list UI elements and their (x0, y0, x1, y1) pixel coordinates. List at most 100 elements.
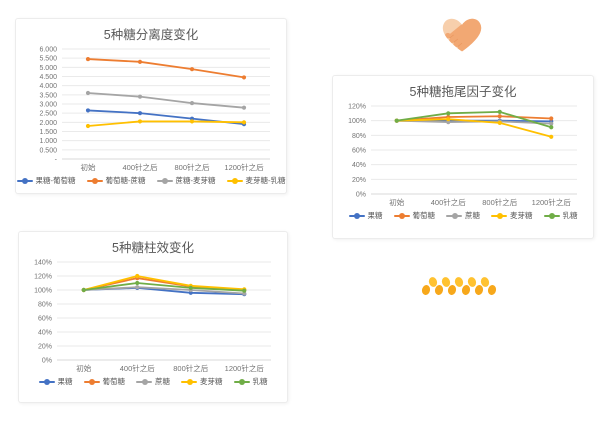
data-point-marker (497, 109, 502, 114)
legend-item: 蔗糖 (136, 376, 170, 387)
y-axis-tick-label: 140% (34, 260, 52, 267)
data-point-marker (135, 280, 140, 286)
data-point-marker (135, 273, 140, 279)
data-point-marker (85, 123, 91, 129)
legend-marker (136, 378, 152, 385)
chart-legend: 果糖 葡萄糖 蔗糖 麦芽糖 乳糖 (339, 209, 587, 222)
legend-label: 乳糖 (252, 377, 268, 386)
y-axis-tick-label: 5.500 (39, 56, 57, 63)
heart-hands-icon (436, 14, 488, 54)
chart-title: 5种糖拖尾因子变化 (409, 85, 517, 99)
data-point-marker (446, 117, 451, 122)
data-point-marker (137, 111, 143, 116)
legend-marker (491, 212, 507, 219)
honey-dot (420, 284, 432, 296)
chart-legend: 果糖-葡萄糖 葡萄糖-蔗糖 蔗糖-麦芽糖 麦芽糖-乳糖 (16, 174, 286, 187)
legend-item: 蔗糖-麦芽糖 (156, 175, 216, 186)
y-axis-tick-label: 2.000 (39, 120, 57, 127)
legend-label: 麦芽糖 (200, 377, 223, 386)
legend-marker (233, 378, 250, 385)
data-point-marker (242, 288, 247, 293)
legend-item: 葡萄糖 (83, 376, 126, 387)
y-axis-tick-label: - (55, 157, 58, 164)
honeycomb-dots-icon (420, 276, 500, 300)
y-axis-tick-label: 20% (352, 177, 366, 184)
x-axis-category-label: 1200针之后 (225, 363, 265, 373)
y-axis-tick-label: 20% (38, 344, 52, 351)
data-point-marker (85, 108, 91, 113)
series-line (87, 120, 245, 127)
legend-marker (181, 378, 197, 385)
data-point-marker (189, 119, 195, 124)
y-axis-tick-label: 2.500 (39, 111, 57, 118)
data-point-marker (549, 121, 554, 126)
chart-legend: 果糖 葡萄糖 蔗糖 麦芽糖 乳糖 (25, 375, 281, 388)
data-point-marker (81, 287, 86, 293)
series-line (82, 282, 246, 292)
legend-label: 果糖-葡萄糖 (35, 176, 76, 185)
y-axis-tick-label: 60% (38, 316, 52, 323)
legend-item: 麦芽糖-乳糖 (226, 175, 286, 186)
x-axis-category-label: 800针之后 (174, 162, 210, 172)
series-line (395, 115, 553, 122)
legend-marker (226, 177, 243, 184)
finger-lines (449, 34, 463, 47)
line-chart-separation: 6.000 5.500 5.000 4.500 4.000 3.500 3.000 2.500… (39, 47, 270, 172)
honey-dot (486, 284, 498, 296)
series-line (395, 110, 553, 129)
data-point-marker (137, 59, 143, 64)
data-point-marker (188, 285, 193, 290)
y-axis-tick-label: 1.000 (39, 138, 57, 145)
series-line (87, 92, 245, 109)
chart-card-tailing-factor: 5种糖拖尾因子变化 120% 100% 80% 60% 40% 20% 0% 初始 400针之后… (332, 75, 594, 239)
y-axis-tick-label: 1.500 (39, 129, 57, 136)
data-point-marker (137, 94, 143, 99)
legend-marker (83, 378, 100, 385)
legend-label: 蔗糖 (465, 211, 480, 220)
data-point-marker (549, 125, 554, 130)
y-axis-tick-label: 0% (42, 358, 52, 365)
y-axis-tick-label: 80% (38, 302, 52, 309)
data-point-marker (446, 120, 451, 125)
legend-item: 乳糖 (543, 210, 578, 221)
series-line (82, 275, 246, 291)
data-point-marker (189, 67, 195, 72)
x-axis-category-label: 初始 (76, 363, 91, 373)
y-axis-tick-label: 80% (352, 133, 366, 140)
legend-item: 葡萄糖 (393, 210, 436, 221)
y-axis-tick-label: 120% (348, 104, 366, 111)
y-axis-tick-label: 100% (348, 118, 366, 125)
legend-item: 果糖 (348, 210, 383, 221)
legend-label: 果糖 (367, 211, 383, 220)
legend-label: 乳糖 (562, 211, 578, 220)
line-chart-column-efficiency: 140% 120% 100% 80% 60% 40% 20% 0% 初始 400针之后 800针之后… (34, 260, 271, 373)
y-axis-tick-label: 100% (34, 288, 52, 295)
legend-label: 麦芽糖-乳糖 (245, 176, 286, 185)
legend-marker (156, 177, 173, 184)
y-axis-tick-label: 0.500 (39, 147, 57, 154)
chart-title: 5种糖分离度变化 (103, 28, 199, 42)
legend-marker (393, 212, 410, 219)
x-axis-category-label: 1200针之后 (224, 162, 264, 172)
legend-item: 果糖 (38, 376, 73, 387)
x-axis-category-label: 800针之后 (482, 197, 518, 207)
legend-label: 葡萄糖 (412, 211, 436, 220)
y-axis-tick-label: 4.000 (39, 83, 57, 90)
data-point-marker (549, 116, 554, 121)
x-axis-category-label: 初始 (389, 197, 404, 207)
legend-label: 葡萄糖 (102, 377, 126, 386)
x-axis-category-label: 初始 (81, 162, 96, 172)
legend-marker (38, 378, 55, 385)
legend-label: 麦芽糖 (510, 211, 533, 220)
y-axis-tick-label: 3.000 (39, 102, 57, 109)
legend-item: 麦芽糖 (181, 376, 223, 387)
chart-title: 5种糖柱效变化 (112, 241, 194, 255)
legend-item: 葡萄糖-蔗糖 (86, 175, 146, 186)
data-point-marker (497, 114, 502, 119)
data-point-marker (85, 90, 91, 96)
legend-marker (348, 212, 365, 219)
y-axis-tick-label: 5.000 (39, 65, 57, 72)
y-axis-tick-label: 6.000 (39, 47, 57, 54)
data-point-marker (137, 119, 143, 124)
